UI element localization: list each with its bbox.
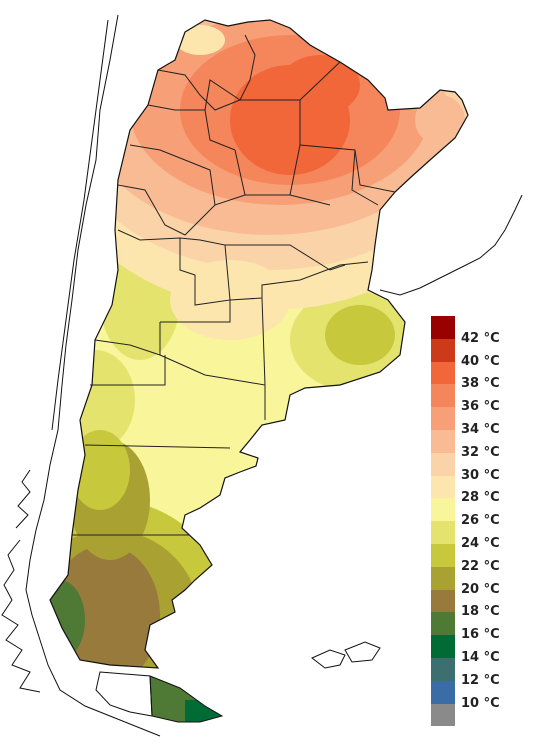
legend-row: 32 °C: [431, 429, 535, 460]
legend-row: 12 °C: [431, 657, 535, 688]
chile-tdf-outline: [95, 671, 153, 717]
chile-outline: [1, 14, 161, 737]
legend-label: 28 °C: [461, 490, 500, 506]
legend-row: 20 °C: [431, 566, 535, 597]
legend-swatch: [431, 589, 455, 613]
malvinas-islands: [311, 641, 381, 669]
legend-row: 38 °C: [431, 361, 535, 391]
legend-label: 22 °C: [461, 558, 500, 574]
legend-row: 28 °C: [431, 475, 535, 505]
tierra-del-fuego-outline: [149, 675, 224, 723]
legend-row: 24 °C: [431, 521, 535, 551]
legend-row: 34 °C: [431, 407, 535, 437]
legend-swatch: [431, 429, 455, 453]
legend-row: 10 °C: [431, 680, 535, 711]
legend-label: 14 °C: [461, 650, 500, 666]
legend-label: 26 °C: [461, 513, 500, 529]
province-boundaries: [72, 34, 396, 536]
legend-swatch: [431, 316, 455, 339]
legend-row: 40 °C: [431, 338, 535, 369]
legend-label: 16 °C: [461, 627, 500, 643]
legend-swatch: [431, 612, 455, 636]
legend-label: 40 °C: [461, 353, 500, 369]
legend-swatch: [431, 498, 455, 522]
legend-label: 10 °C: [461, 695, 500, 711]
tierra-del-fuego: [150, 676, 222, 722]
legend-swatch: [431, 543, 455, 567]
legend-swatch: [431, 680, 455, 704]
legend-label: 36 °C: [461, 399, 500, 415]
legend-swatch: [431, 566, 455, 590]
legend-row: 36 °C: [431, 384, 535, 414]
legend-row: 22 °C: [431, 543, 535, 574]
temperature-legend: 42 °C 40 °C 38 °C 36 °C 34 °C 32 °C 30 °C 28 °C…: [431, 316, 535, 727]
legend-swatch: [431, 361, 455, 385]
legend-label: 34 °C: [461, 422, 500, 438]
legend-row: 42 °C: [431, 316, 535, 346]
legend-label: 32 °C: [461, 444, 500, 460]
legend-swatch: [431, 657, 455, 681]
legend-row: 26 °C: [431, 498, 535, 528]
legend-label: 38 °C: [461, 376, 500, 392]
legend-row: 18 °C: [431, 589, 535, 619]
legend-row: [431, 703, 535, 727]
legend-swatch: [431, 338, 455, 362]
legend-label: 30 °C: [461, 467, 500, 483]
legend-row: 14 °C: [431, 635, 535, 665]
uruguay-coast: [379, 194, 523, 296]
legend-label: 24 °C: [461, 536, 500, 552]
legend-label: 18 °C: [461, 604, 500, 620]
legend-swatch: [431, 452, 455, 476]
legend-swatch: [431, 521, 455, 544]
legend-swatch: [431, 384, 455, 408]
legend-swatch: [431, 703, 455, 727]
legend-swatch: [431, 475, 455, 499]
legend-swatch: [431, 407, 455, 430]
legend-row: 16 °C: [431, 612, 535, 642]
legend-label: 12 °C: [461, 672, 500, 688]
legend-label: 20 °C: [461, 581, 500, 597]
legend-swatch: [431, 635, 455, 658]
legend-row: 30 °C: [431, 452, 535, 483]
legend-label: 42 °C: [461, 330, 500, 346]
